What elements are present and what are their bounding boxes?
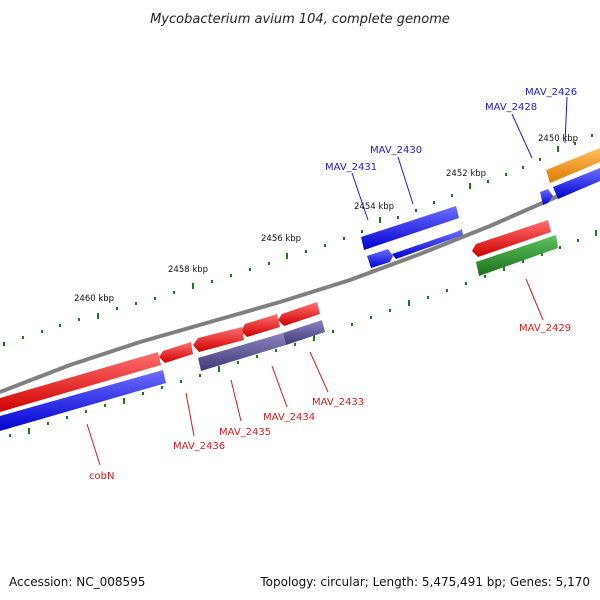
label-mav-2430: MAV_2430 xyxy=(370,145,422,156)
gene-mav-2426[interactable] xyxy=(546,148,600,183)
label-mav-2428: MAV_2428 xyxy=(485,102,537,113)
gene-mav-2434-pseudo[interactable] xyxy=(283,320,325,345)
label-cobn: cobN xyxy=(89,471,114,482)
gene-mav-2431[interactable] xyxy=(367,249,393,268)
genome-backbone xyxy=(0,176,600,394)
genome-summary-text: Topology: circular; Length: 5,475,491 bp… xyxy=(259,575,590,589)
label-mav-2433: MAV_2433 xyxy=(312,397,364,408)
gene-mav-2434[interactable] xyxy=(241,314,280,337)
gene-cobn-red[interactable] xyxy=(0,352,161,412)
gene-mav-2436[interactable] xyxy=(159,342,193,363)
gene-mav-2429-rna[interactable] xyxy=(476,235,558,276)
gene-mav-2427[interactable] xyxy=(553,168,600,199)
gene-mav-2433[interactable] xyxy=(278,302,320,326)
inner-tick-track xyxy=(9,230,597,437)
gene-mav-2429[interactable] xyxy=(472,220,551,257)
label-mav-2435: MAV_2435 xyxy=(219,427,271,438)
label-mav-2434: MAV_2434 xyxy=(263,412,315,423)
map-title: Mycobacterium avium 104, complete genome xyxy=(150,12,450,27)
accession-text: Accession: NC_008595 xyxy=(9,575,145,589)
label-mav-2436: MAV_2436 xyxy=(173,441,225,452)
leader-lines xyxy=(86,96,568,466)
kbp-label-2458: 2458 kbp xyxy=(168,265,208,275)
label-mav-2431: MAV_2431 xyxy=(325,162,377,173)
gene-mav-2428[interactable] xyxy=(540,189,553,205)
gene-cobn[interactable] xyxy=(0,370,166,431)
label-mav-2426: MAV_2426 xyxy=(525,87,577,98)
gene-mav-2435-pseudo[interactable] xyxy=(198,333,286,371)
kbp-label-2452: 2452 kbp xyxy=(446,169,486,179)
gene-mav-2430b[interactable] xyxy=(392,229,463,259)
kbp-label-2460: 2460 kbp xyxy=(74,294,114,304)
outer-tick-track xyxy=(3,134,593,346)
gene-mav-2430[interactable] xyxy=(361,206,459,250)
gene-mav-2435[interactable] xyxy=(193,327,244,352)
kbp-label-2454: 2454 kbp xyxy=(354,202,394,212)
kbp-label-2450: 2450 kbp xyxy=(538,134,578,144)
label-mav-2429: MAV_2429 xyxy=(519,323,571,334)
kbp-label-2456: 2456 kbp xyxy=(261,234,301,244)
